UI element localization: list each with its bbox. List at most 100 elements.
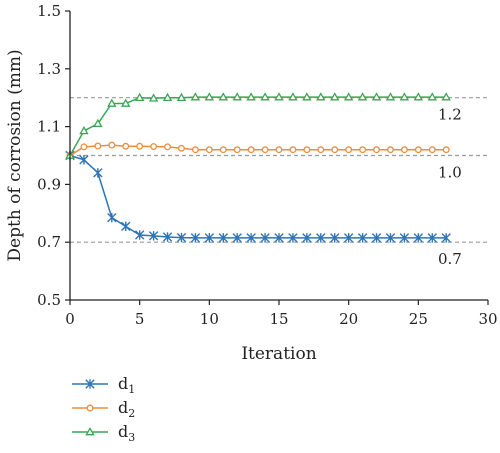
data-point-d1 xyxy=(260,233,270,243)
data-point-d3 xyxy=(232,92,242,101)
data-point-d1 xyxy=(316,233,326,243)
data-point-d1 xyxy=(190,233,201,243)
y-tick-label: 1.3 xyxy=(37,60,61,78)
data-point-d1 xyxy=(399,233,410,243)
data-point-d1 xyxy=(246,233,256,243)
legend-subscript: 3 xyxy=(128,431,135,444)
data-point-d1 xyxy=(413,233,424,243)
reference-label-2: 0.7 xyxy=(438,250,462,268)
data-point-d2 xyxy=(331,146,339,154)
data-point-d1 xyxy=(427,233,437,243)
reference-labels: 1.2 1.0 0.7 xyxy=(438,106,462,269)
data-point-d2 xyxy=(303,146,311,154)
series-d2 xyxy=(66,141,450,159)
data-point-d3 xyxy=(441,92,451,101)
data-point-d2 xyxy=(400,146,408,154)
x-tick-label: 20 xyxy=(339,310,358,328)
data-point-d3 xyxy=(316,92,326,101)
series-d3 xyxy=(65,92,451,159)
data-point-d3 xyxy=(79,126,89,135)
data-point-d2 xyxy=(247,146,255,154)
data-point-d1 xyxy=(343,233,354,243)
data-point-d1 xyxy=(385,233,396,243)
legend-marker xyxy=(85,379,95,389)
reference-lines xyxy=(70,97,488,243)
data-point-d2 xyxy=(373,146,380,154)
legend-item-d2: d2 xyxy=(72,398,135,420)
data-point-d1 xyxy=(371,233,382,243)
data-point-d1 xyxy=(162,232,173,242)
legend-marker xyxy=(86,404,94,412)
data-point-d3 xyxy=(162,92,173,102)
x-tick-label: 0 xyxy=(65,310,75,328)
axes xyxy=(69,11,488,301)
data-point-d2 xyxy=(205,146,213,154)
data-point-d3 xyxy=(246,92,256,101)
data-point-d3 xyxy=(399,92,410,101)
data-point-d1 xyxy=(357,233,368,243)
legend-label: d2 xyxy=(118,398,135,420)
y-tick-label: 1.1 xyxy=(37,118,61,136)
data-point-d3 xyxy=(121,98,131,107)
data-point-d2 xyxy=(428,146,436,154)
x-tick-label: 5 xyxy=(135,310,145,328)
x-tick-label: 30 xyxy=(478,310,497,328)
ticks: 0 5 10 15 20 25 30 0.5 0.7 0.9 1.1 1.3 1.5 xyxy=(37,2,497,328)
x-tick-label: 25 xyxy=(409,310,428,328)
data-point-d1 xyxy=(176,232,187,243)
data-point-d3 xyxy=(107,98,117,107)
series-layer xyxy=(65,92,451,243)
reference-label-0: 1.2 xyxy=(438,106,462,124)
x-tick-label: 15 xyxy=(269,310,288,328)
legend-subscript: 2 xyxy=(128,407,135,420)
data-point-d1 xyxy=(330,233,340,243)
data-point-d2 xyxy=(108,141,116,149)
data-point-d1 xyxy=(274,233,284,243)
data-point-d2 xyxy=(233,146,241,154)
y-tick-label: 0.9 xyxy=(37,175,61,193)
data-point-d3 xyxy=(413,92,424,101)
data-point-d3 xyxy=(371,92,382,101)
data-point-d3 xyxy=(218,92,228,101)
data-point-d2 xyxy=(219,146,227,154)
data-point-d3 xyxy=(274,92,284,101)
data-point-d2 xyxy=(387,146,394,154)
y-axis-title: Depth of corrosion (mm) xyxy=(5,49,25,261)
data-point-d3 xyxy=(260,92,270,101)
x-axis-title: Iteration xyxy=(241,344,316,364)
legend-label: d3 xyxy=(118,422,135,444)
data-point-d2 xyxy=(317,146,325,154)
data-point-d3 xyxy=(134,92,145,102)
series-line-d2 xyxy=(69,144,447,157)
data-point-d3 xyxy=(330,92,340,101)
data-point-d3 xyxy=(302,92,312,101)
data-point-d1 xyxy=(302,233,312,243)
data-point-d2 xyxy=(289,146,297,154)
data-point-d2 xyxy=(150,143,158,150)
legend-marker xyxy=(85,427,95,436)
data-point-d2 xyxy=(442,146,450,154)
legend-item-d1: d1 xyxy=(72,374,135,396)
data-point-d1 xyxy=(441,233,451,243)
data-point-d3 xyxy=(148,93,159,102)
legend-subscript: 1 xyxy=(128,383,135,396)
data-point-d3 xyxy=(385,92,396,101)
data-point-d3 xyxy=(176,92,187,102)
data-point-d2 xyxy=(345,146,353,154)
reference-label-1: 1.0 xyxy=(438,164,462,182)
data-point-d3 xyxy=(204,92,215,101)
series-d1 xyxy=(65,150,451,243)
y-tick-label: 0.7 xyxy=(37,233,61,251)
legend-item-d3: d3 xyxy=(72,422,135,444)
data-point-d2 xyxy=(359,146,367,154)
data-point-d1 xyxy=(288,233,298,243)
data-point-d2 xyxy=(136,142,144,150)
data-point-d3 xyxy=(427,92,437,101)
data-point-d1 xyxy=(121,221,131,232)
data-point-d2 xyxy=(122,142,130,150)
data-point-d1 xyxy=(79,155,89,165)
data-point-d1 xyxy=(93,168,103,178)
series-line-d1 xyxy=(69,154,447,239)
